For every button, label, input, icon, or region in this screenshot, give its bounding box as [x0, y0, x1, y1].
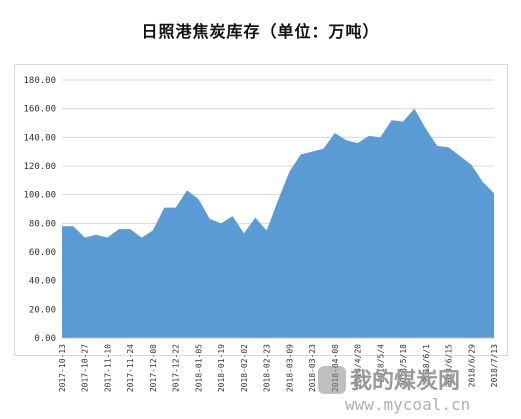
y-axis: 0.00 20.00 40.00 60.00 80.00 100.00 120.00 140.… [23, 76, 56, 344]
x-tick-label: 2017-11-24 [126, 344, 135, 392]
watermark-url: www.mycoal.cn [345, 395, 470, 414]
x-tick-label: 2018-03-23 [308, 344, 317, 392]
y-tick-label: 60.00 [29, 248, 56, 258]
x-tick-label: 2018-01-05 [194, 344, 203, 392]
x-tick-label: 2018-02-02 [240, 344, 249, 392]
x-tick-label: 2018/6/15 [445, 344, 454, 388]
series-area [62, 108, 494, 338]
x-tick-label: 2018-01-19 [217, 344, 226, 392]
x-tick-label: 2018/6/29 [467, 344, 476, 388]
y-tick-label: 120.00 [23, 162, 56, 172]
x-tick-label: 2017-12-22 [172, 344, 181, 392]
x-tick-label: 2018-02-23 [263, 344, 272, 392]
x-tick-label: 2018/7/13 [490, 344, 499, 388]
y-tick-label: 20.00 [29, 305, 56, 315]
x-axis: 2017-10-13 2017-10-27 2017-11-10 2017-11-24… [58, 337, 499, 392]
y-tick-label: 180.00 [23, 76, 56, 86]
y-tick-label: 80.00 [29, 219, 56, 229]
x-tick-label: 2018/4/20 [354, 344, 363, 388]
x-tick-label: 2017-11-10 [103, 344, 112, 392]
y-tick-label: 160.00 [23, 105, 56, 115]
watermark-logo [318, 366, 346, 394]
y-tick-label: 140.00 [23, 133, 56, 143]
y-tick-label: 100.00 [23, 191, 56, 201]
watermark-name: 我的煤炭网 [350, 368, 460, 394]
x-tick-label: 2017-10-13 [58, 344, 67, 392]
x-tick-label: 2017-10-27 [81, 344, 90, 392]
x-tick-label: 2018-03-09 [285, 344, 294, 392]
x-tick-label: 2018/5/18 [399, 344, 408, 388]
x-tick-label: 2018/6/1 [422, 344, 431, 383]
y-tick-label: 40.00 [29, 277, 56, 287]
x-tick-label: 2017-12-08 [149, 344, 158, 392]
chart-title: 日照港焦炭库存（单位：万吨） [141, 22, 380, 41]
area-series [62, 108, 494, 338]
x-tick-label: 2018/5/4 [376, 344, 385, 383]
y-tick-label: 0.00 [34, 334, 56, 344]
watermark: 我的煤炭网 www.mycoal.cn [318, 366, 470, 414]
